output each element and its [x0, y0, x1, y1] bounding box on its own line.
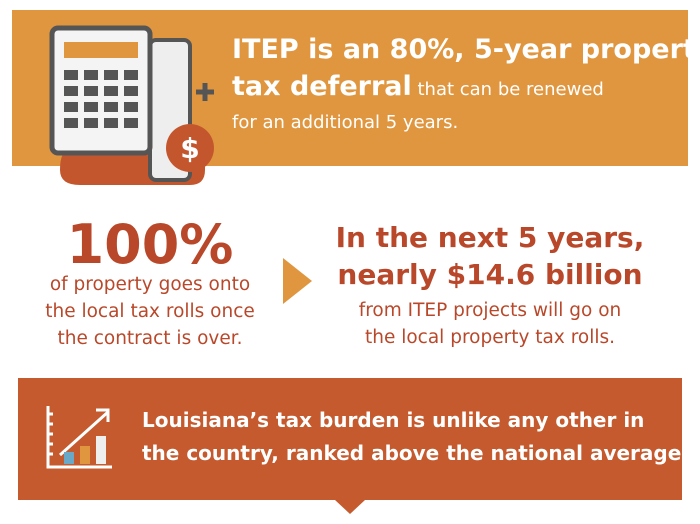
- top-rest: that can be renewed: [417, 79, 603, 100]
- left-line: the local tax rolls once: [45, 301, 255, 322]
- chart-icon: [46, 406, 112, 469]
- bottom-line: the country, ranked above the national a…: [142, 441, 689, 465]
- big-stat: 100%: [67, 213, 234, 276]
- right-text: In the next 5 years, nearly $14.6 billio…: [336, 221, 645, 348]
- left-line: the contract is over.: [57, 328, 242, 349]
- dollar-symbol: $: [180, 132, 199, 165]
- right-line: the local property tax rolls.: [365, 327, 615, 348]
- top-line: for an additional 5 years.: [232, 112, 458, 133]
- calculator-icon: $: [49, 25, 214, 185]
- left-text: of property goes onto the local tax roll…: [45, 274, 255, 349]
- top-line: tax deferral that can be renewed: [232, 71, 604, 102]
- arrow: [283, 258, 312, 304]
- bottom-line: Louisiana’s tax burden is unlike any oth…: [142, 408, 644, 432]
- left-line: of property goes onto: [50, 274, 250, 295]
- band-pointer: [335, 500, 365, 514]
- right-headline: nearly $14.6 billion: [337, 258, 642, 291]
- top-bold: tax deferral: [232, 71, 412, 102]
- top-line: ITEP is an 80%, 5-year property: [232, 34, 700, 65]
- right-line: from ITEP projects will go on: [359, 300, 622, 321]
- bottom-band: [18, 378, 682, 500]
- right-headline: In the next 5 years,: [336, 221, 645, 254]
